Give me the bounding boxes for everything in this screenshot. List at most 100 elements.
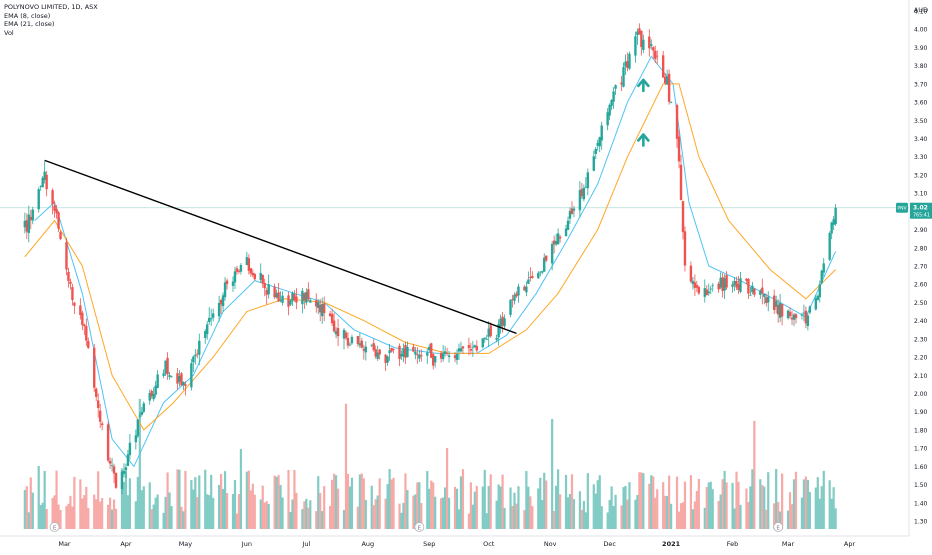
volume-bar (25, 486, 28, 529)
candle-body (320, 304, 324, 317)
volume-bar (705, 486, 708, 529)
candle-body (681, 201, 685, 233)
volume-bar (584, 512, 587, 529)
candle-body (636, 31, 639, 36)
legend-ema-fast: EMA (8, close) (4, 11, 51, 20)
volume-bar (364, 499, 367, 529)
candle-body (788, 311, 792, 317)
candle-body (322, 303, 326, 314)
volume-bar (221, 488, 225, 529)
candle-body (209, 318, 213, 320)
candle-body (85, 326, 88, 341)
candle-body (301, 290, 304, 305)
volume-bar (43, 470, 46, 529)
volume-bar (620, 505, 623, 529)
candle-body (225, 280, 229, 285)
candle-body (41, 177, 44, 188)
volume-bar (219, 473, 223, 529)
candle-body (372, 343, 375, 351)
volume-bar (342, 510, 346, 529)
candle-body (221, 295, 225, 307)
candle-body (168, 375, 171, 377)
candle-body (626, 61, 629, 68)
candle-body (816, 295, 819, 301)
candle-body (457, 348, 461, 352)
volume-bar (126, 495, 130, 529)
candle-body (598, 137, 601, 147)
volume-bar (622, 487, 625, 529)
candle-body (192, 356, 195, 363)
candle-body (648, 36, 651, 49)
candle-body (406, 346, 409, 358)
volume-bar (29, 477, 32, 529)
time-tick-label: Aug (361, 540, 374, 548)
candle-body (233, 271, 237, 283)
volume-bar (551, 418, 554, 529)
volume-bar (154, 497, 157, 529)
candle-body (217, 302, 221, 317)
volume-bar (344, 403, 348, 529)
volume-bar (362, 478, 365, 529)
candle-body (543, 257, 546, 272)
price-tick-label: 1.70 (914, 446, 928, 453)
volume-bar (198, 475, 201, 529)
candle-body (487, 328, 490, 337)
volume-bar (432, 482, 435, 529)
time-tick-label: Apr (120, 540, 132, 548)
volume-bar (51, 497, 54, 529)
volume-bar (27, 512, 30, 529)
ema-slow-line (24, 83, 836, 431)
candle-body (794, 314, 798, 319)
volume-bar (558, 494, 562, 529)
price-tick-label: 3.60 (914, 100, 928, 107)
volume-bar (233, 479, 237, 529)
candle-body (273, 286, 276, 298)
volume-bar (775, 469, 778, 529)
candle-body (245, 257, 249, 266)
volume-bar (93, 494, 96, 529)
volume-bar (543, 472, 546, 529)
volume-bar (265, 501, 268, 529)
candle-body (719, 277, 722, 288)
candle-body (624, 61, 627, 67)
volume-bar (531, 506, 534, 529)
volume-bar (237, 494, 241, 529)
candle-body (110, 465, 114, 466)
candle-body (430, 343, 433, 358)
volume-bar (182, 511, 185, 529)
volume-bar (804, 476, 807, 529)
candle-body (432, 354, 435, 366)
volume-bar (475, 485, 478, 529)
volume-bar (122, 481, 126, 529)
volume-bar (763, 486, 766, 529)
volume-bar (190, 479, 193, 529)
volume-bar (459, 476, 463, 529)
volume-bar (281, 497, 284, 529)
volume-bar (650, 475, 653, 529)
candle-body (558, 236, 562, 239)
price-tick-label: 1.50 (914, 482, 928, 489)
candle-body (820, 270, 823, 284)
volume-bar (525, 471, 528, 529)
candle-body (336, 328, 340, 337)
candle-body (503, 318, 506, 327)
volume-bar (469, 482, 472, 529)
candle-body (198, 340, 201, 355)
candle-body (753, 288, 756, 295)
volume-bar (69, 495, 72, 529)
volume-bar (721, 479, 724, 529)
volume-bar (376, 495, 379, 529)
volume-bar (586, 473, 589, 529)
candle-body (390, 347, 393, 352)
volume-bar (184, 470, 187, 529)
volume-bar (263, 502, 266, 529)
candle-body (642, 39, 645, 50)
volume-bar (108, 497, 112, 529)
legend-ema-slow: EMA (21, close) (4, 20, 55, 28)
volume-bar (97, 471, 100, 529)
candle-body (29, 216, 32, 221)
volume-bar (761, 485, 764, 529)
candle-body (374, 349, 377, 357)
